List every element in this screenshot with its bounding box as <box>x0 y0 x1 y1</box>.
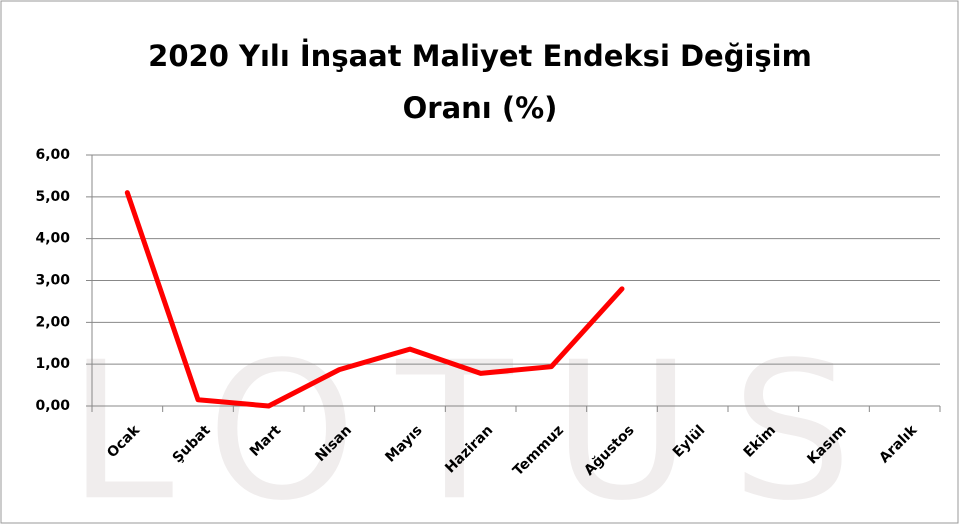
data-line <box>124 190 625 409</box>
y-tick-label: 5,00 <box>35 189 70 205</box>
y-tick-label: 0,00 <box>35 398 70 414</box>
y-tick-label: 1,00 <box>35 356 70 372</box>
y-tick-label: 4,00 <box>35 231 70 247</box>
y-tick-label: 6,00 <box>35 147 70 163</box>
watermark: LOTUS <box>68 321 892 524</box>
y-tick-label: 2,00 <box>35 314 70 330</box>
y-tick-label: 3,00 <box>35 273 70 289</box>
chart-title: 2020 Yılı İnşaat Maliyet Endeksi Değişim… <box>148 39 812 125</box>
